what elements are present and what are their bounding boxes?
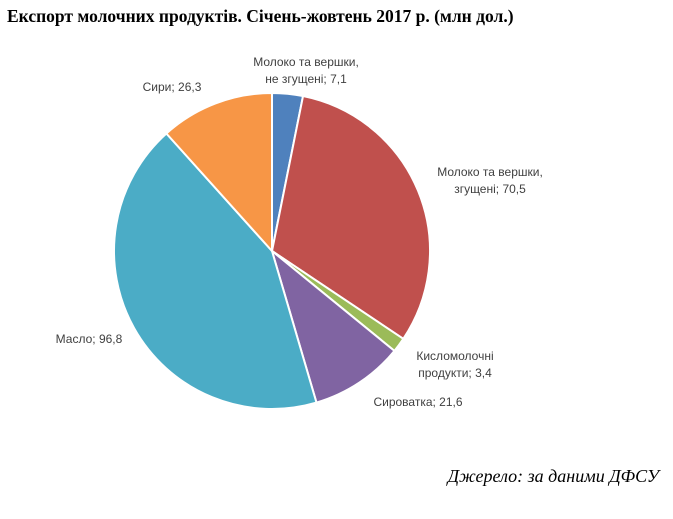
slice-label-line: Сири; 26,3 (143, 80, 202, 94)
pie-slice-2 (270, 94, 431, 341)
slice-label-1: Молоко та вершки, не згущені; 7,1 (253, 55, 359, 86)
slice-label-line: Масло; 96,8 (56, 332, 123, 346)
slice-label-4: Сироватка; 21,6 (373, 395, 462, 409)
slice-label-3: Кисломолочні продукти; 3,4 (416, 349, 493, 380)
chart-title: Експорт молочних продуктів. Січень-жовте… (7, 6, 514, 26)
pie-slice-6 (164, 91, 273, 254)
slice-label-5: Масло; 96,8 (56, 332, 123, 346)
slice-label-2: Молоко та вершки, згущені; 70,5 (437, 165, 543, 196)
slice-label-line: продукти; 3,4 (418, 366, 492, 380)
pie-slice-4 (270, 248, 396, 404)
source-note: Джерело: за даними ДФСУ (447, 466, 659, 486)
slice-label-line: згущені; 70,5 (454, 182, 526, 196)
slice-label-line: Молоко та вершки, (437, 165, 543, 179)
slice-label-line: Молоко та вершки, (253, 55, 359, 69)
slice-label-6: Сири; 26,3 (143, 80, 202, 94)
slice-label-line: Сироватка; 21,6 (373, 395, 462, 409)
slice-label-line: не згущені; 7,1 (265, 72, 347, 86)
slice-label-line: Кисломолочні (416, 349, 493, 363)
pie-slice-5 (113, 132, 318, 410)
